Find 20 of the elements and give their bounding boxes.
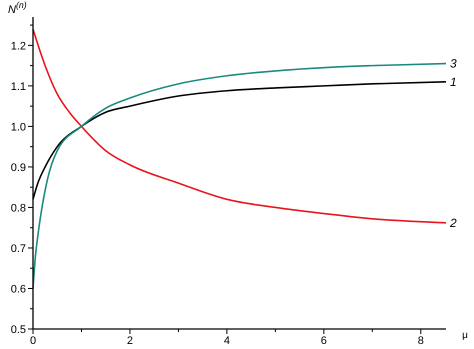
line-series: [32, 28, 447, 224]
x-tick-label: 0: [30, 335, 36, 347]
x-tick-label: 2: [126, 335, 134, 347]
y-tick-label: 0.7: [10, 242, 26, 255]
text: 1.0: [10, 121, 26, 134]
y-tick-label: 0.6: [10, 283, 26, 296]
series-label: 1: [450, 74, 457, 89]
y-tick-label: 0.5: [10, 324, 26, 336]
y-tick-label: 0.9: [10, 162, 26, 174]
series-label: 3: [450, 56, 457, 71]
x-tick-label: 8: [418, 335, 424, 347]
y-axis-title: N$^{(n)}$: [8, 0, 27, 16]
x-axis-title: μ: [462, 330, 468, 341]
x-tick-label: 6: [320, 335, 327, 347]
y-tick-label: 0.8: [10, 202, 26, 214]
line-series: [32, 62, 447, 290]
series-label: 2: [449, 216, 457, 230]
x-tick-label: 4: [224, 335, 230, 347]
y-tick-label: 1.2: [10, 40, 26, 52]
y-tick-label: 1.1: [10, 80, 26, 93]
